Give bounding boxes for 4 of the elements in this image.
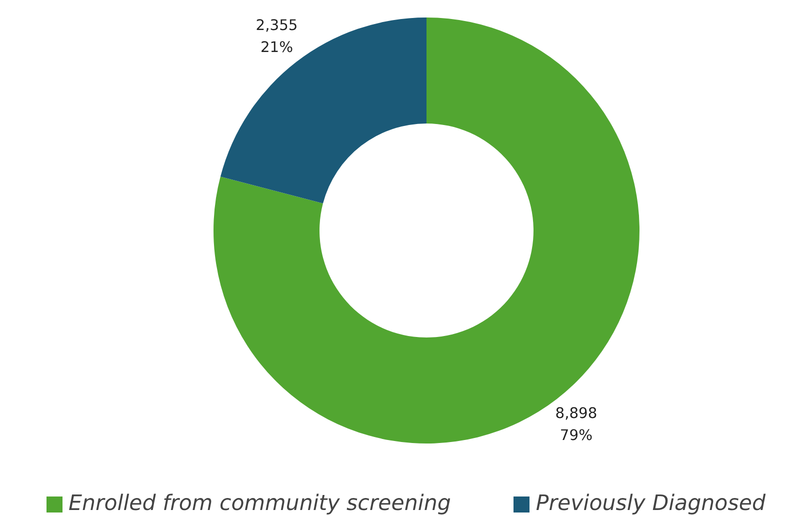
data-label: 8,898 79% — [555, 404, 598, 444]
legend-label: Previously Diagnosed — [536, 491, 766, 516]
legend-label: Enrolled from community screening — [68, 491, 451, 516]
data-label: 2,355 21% — [256, 17, 298, 56]
